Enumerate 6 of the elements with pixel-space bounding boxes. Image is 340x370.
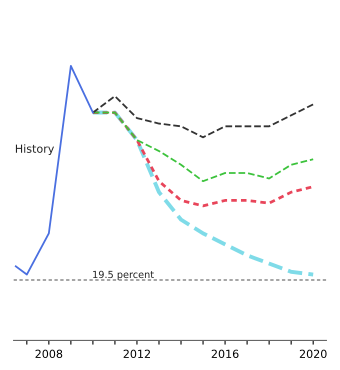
x-tick-label: 2020 — [300, 350, 327, 358]
x-tick-label: 2016 — [212, 350, 239, 358]
x-tick-label: 2012 — [124, 350, 150, 358]
x-tick-label: 2008 — [36, 350, 62, 358]
ref-line-label: 19.5 percent — [93, 270, 154, 280]
series-label: History — [16, 144, 54, 156]
